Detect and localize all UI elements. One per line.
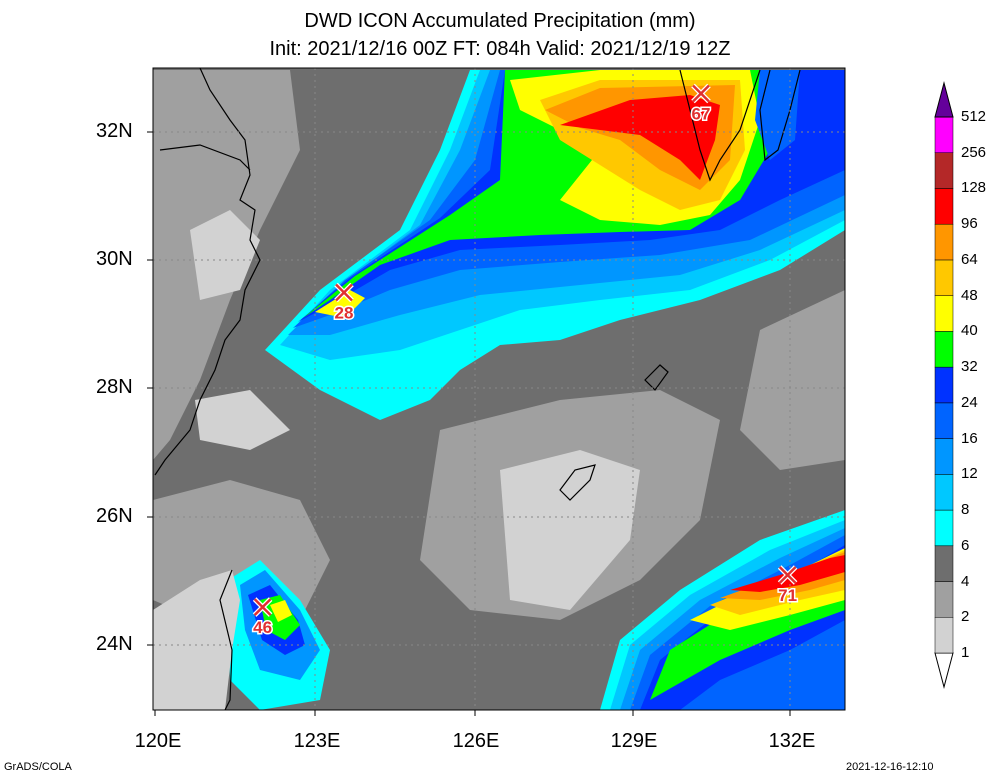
lat-label-30n: 30N (96, 248, 133, 270)
max-marker-1: 28 (333, 282, 355, 324)
colorbar (934, 81, 954, 689)
colorbar-label: 16 (961, 429, 978, 447)
colorbar-swatch (934, 152, 954, 189)
colorbar-swatch (934, 366, 954, 404)
lat-label-28n: 28N (96, 376, 133, 398)
max-marker-0: 67 (690, 83, 712, 125)
max-marker-value: 67 (692, 104, 711, 123)
colorbar-swatch (934, 295, 954, 332)
footer-credit: GrADS/COLA (4, 761, 72, 773)
max-marker-x-icon (335, 283, 353, 302)
colorbar-label: 32 (961, 358, 978, 376)
footer-timestamp: 2021-12-16-12:10 (846, 761, 934, 773)
colorbar-label: 512 (961, 108, 987, 125)
lon-label-126e: 126E (452, 730, 500, 752)
lat-label-26n: 26N (96, 505, 133, 527)
colorbar-label: 2 (961, 608, 970, 626)
max-marker-value: 28 (335, 304, 354, 323)
precipitation-field (153, 68, 845, 710)
colorbar-label: 24 (961, 393, 978, 411)
colorbar-swatch (934, 402, 954, 439)
grid-lines (153, 68, 845, 710)
map-title: DWD ICON Accumulated Precipitation (mm) (304, 10, 696, 32)
max-marker-x-icon (253, 598, 272, 616)
max-marker-x-icon (778, 566, 797, 584)
max-marker-value: 46 (253, 618, 272, 637)
max-marker-value: 71 (778, 586, 797, 605)
colorbar-label: 96 (961, 215, 978, 233)
colorbar-label: 48 (961, 286, 978, 304)
colorbar-label: 64 (961, 250, 978, 268)
colorbar-swatch (934, 259, 954, 296)
colorbar-label: 40 (961, 322, 978, 340)
colorbar-swatch (934, 617, 954, 654)
colorbar-swatch (934, 545, 954, 582)
axis-ticks (147, 131, 791, 716)
colorbar-swatch (934, 581, 954, 618)
lon-label-129e: 129E (610, 730, 658, 752)
colorbar-label: 128 (961, 179, 987, 197)
plot-frame (152, 67, 846, 711)
lon-label-123e: 123E (293, 730, 341, 752)
colorbar-label: 8 (961, 501, 970, 519)
colorbar-label: 6 (961, 536, 970, 554)
colorbar-swatch (934, 223, 954, 261)
colorbar-label: 1 (961, 644, 970, 661)
max-marker-3: 71 (777, 565, 799, 606)
colorbar-swatch (934, 188, 954, 225)
colorbar-label: 4 (961, 572, 970, 590)
colorbar-label: 12 (961, 465, 978, 483)
colorbar-swatch (934, 116, 954, 153)
colorbar-swatch (934, 331, 954, 368)
max-marker-2: 46 (252, 597, 274, 639)
map-subtitle: Init: 2021/12/16 00Z FT: 084h Valid: 202… (269, 38, 731, 60)
colorbar-top-arrow (934, 81, 954, 118)
colorbar-swatch (934, 438, 954, 475)
colorbar-bottom-arrow (934, 652, 954, 689)
max-markers: 67 28 46 71 (252, 83, 799, 639)
lon-label-132e: 132E (768, 730, 816, 752)
colorbar-swatch (934, 509, 954, 547)
lon-label-120e: 120E (134, 730, 182, 752)
lat-label-24n: 24N (96, 633, 133, 655)
colorbar-swatch (934, 474, 954, 511)
lat-label-32n: 32N (96, 120, 133, 142)
colorbar-label: 256 (961, 143, 987, 161)
max-marker-x-icon (692, 84, 710, 103)
